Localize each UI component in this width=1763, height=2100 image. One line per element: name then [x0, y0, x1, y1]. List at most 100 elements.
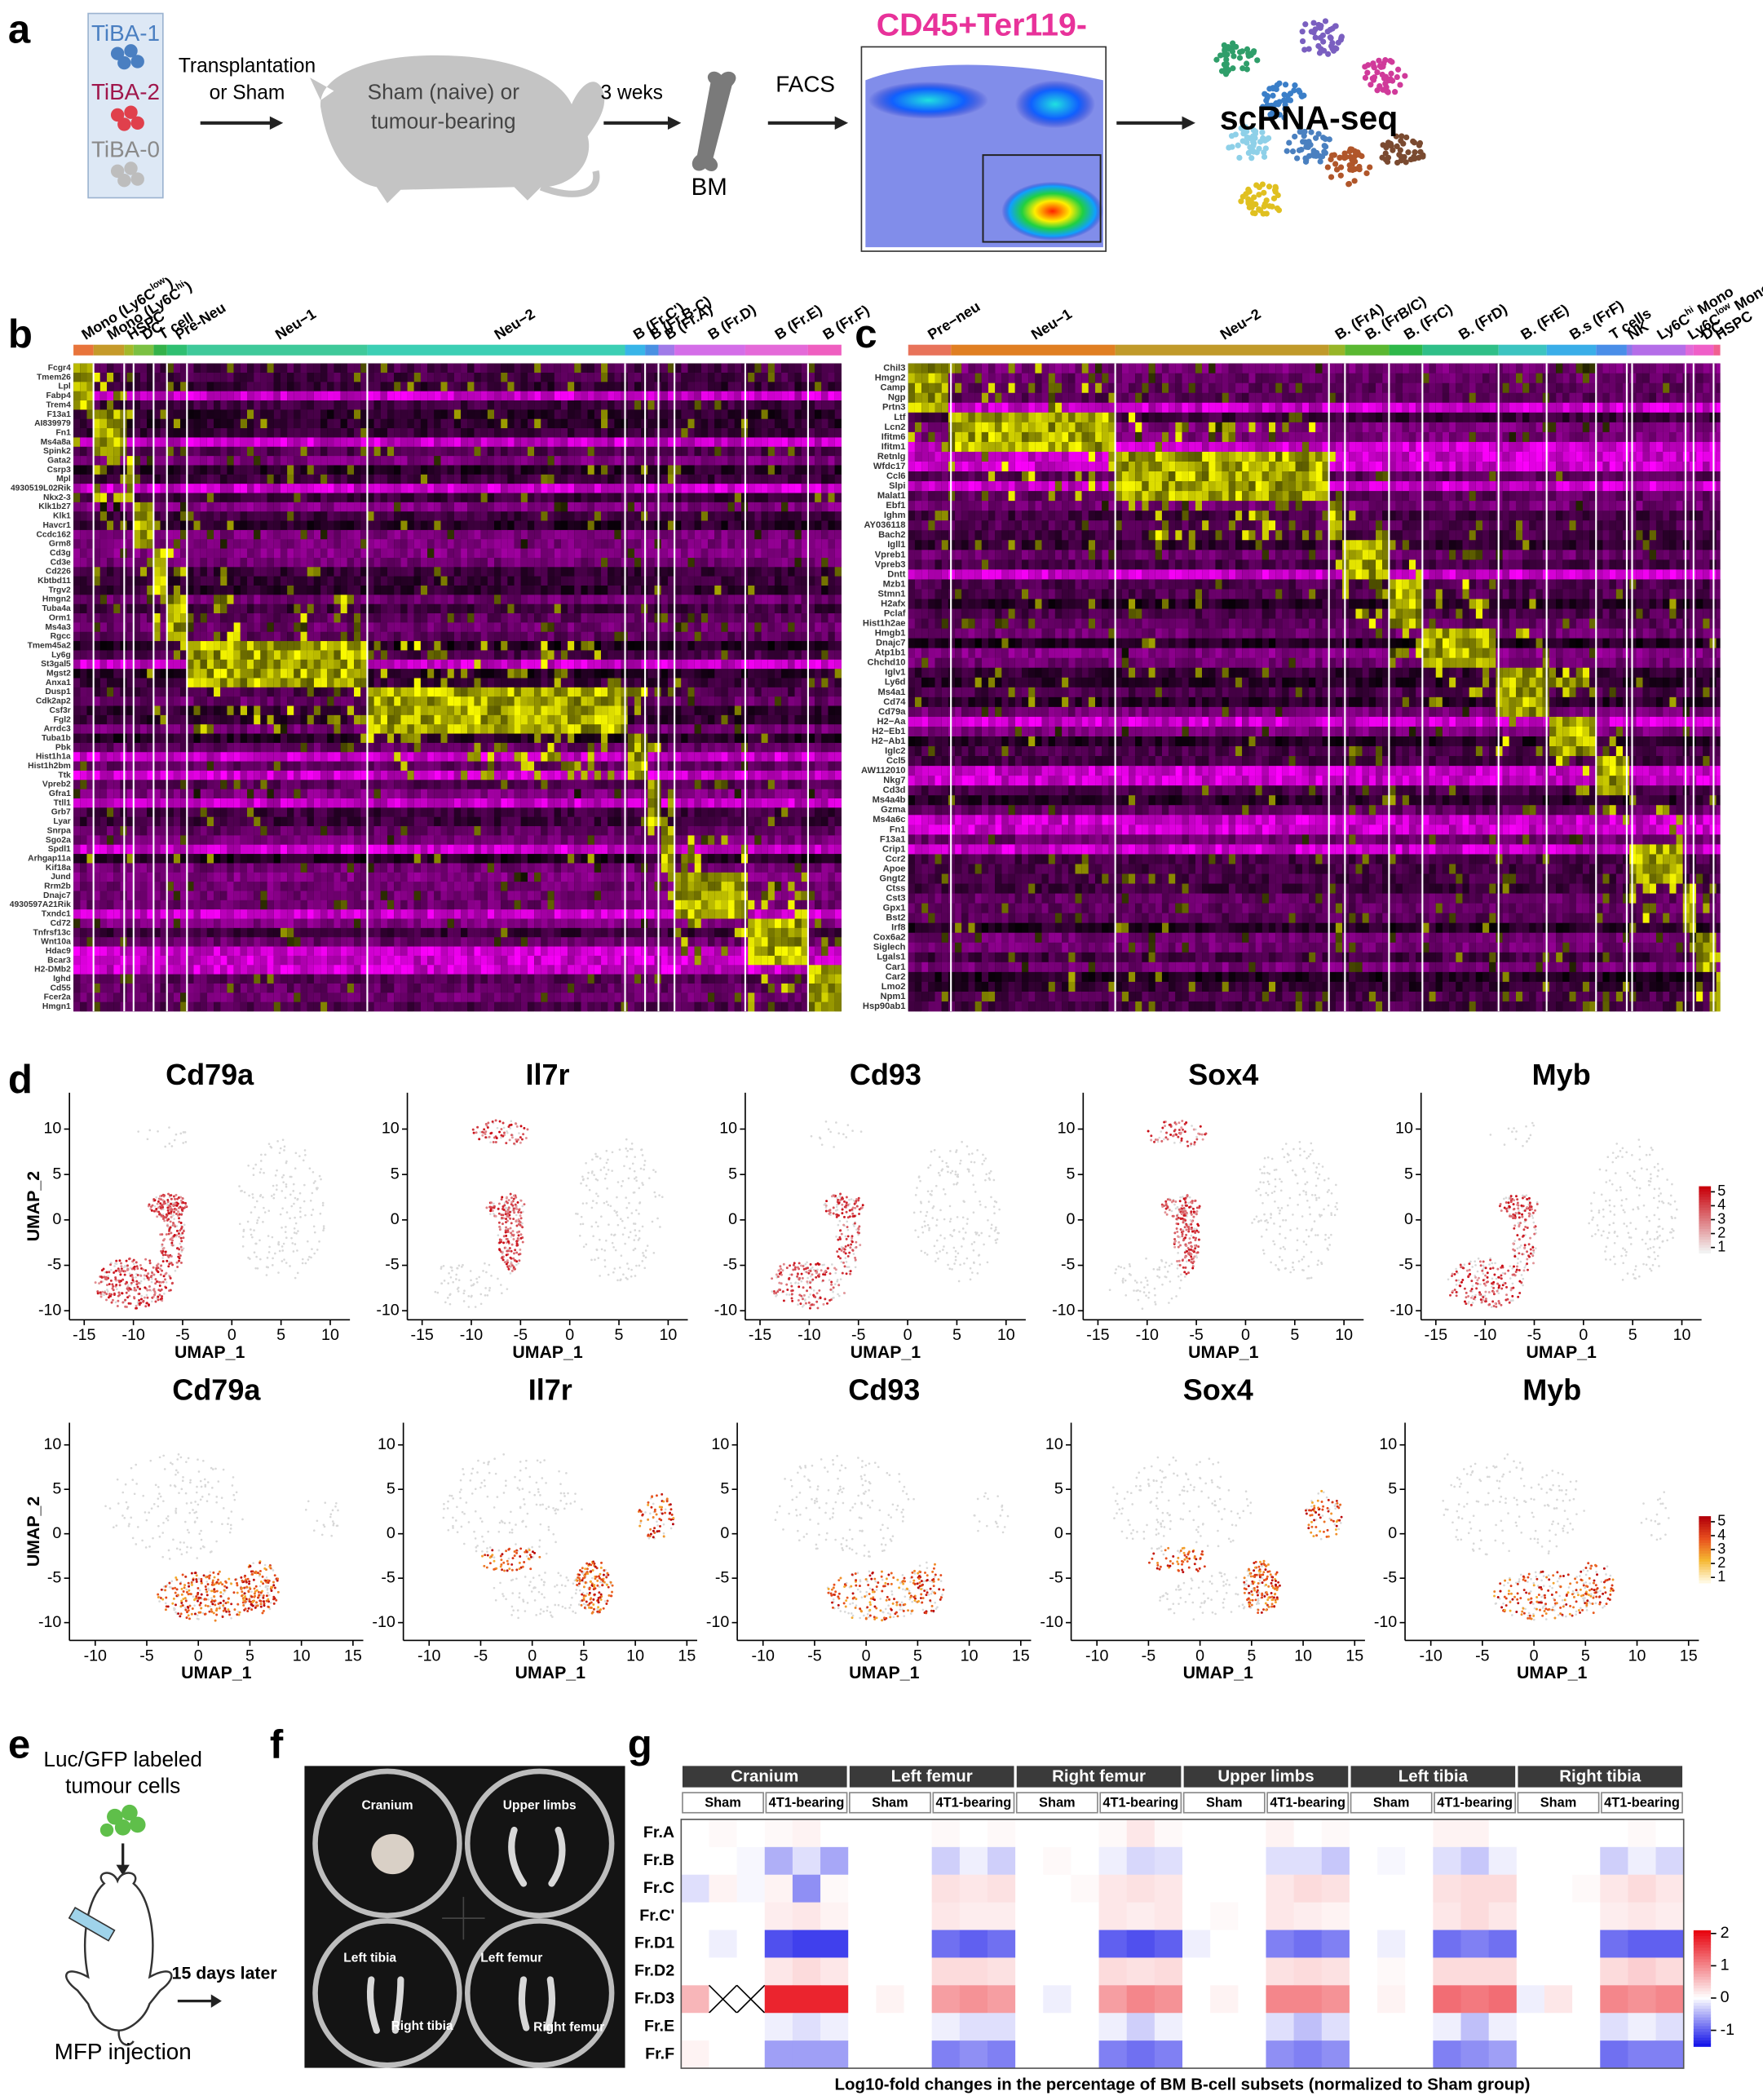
heatmap-stripe: [247, 567, 254, 577]
cell-dot: [1289, 148, 1297, 155]
heatmap-stripe: [86, 456, 94, 466]
heatmap-stripe: [761, 548, 768, 559]
heatmap-stripe: [754, 669, 762, 679]
cell-dot: [1381, 75, 1388, 82]
heatmap-stripe: [815, 400, 822, 410]
heatmap-stripe: [139, 400, 148, 410]
heatmap-stripe: [487, 696, 495, 706]
heatmap-stripe: [287, 382, 294, 392]
heatmap-stripe: [447, 659, 454, 670]
heatmap-stripe: [608, 520, 615, 531]
heatmap-stripe: [447, 576, 454, 586]
heatmap-stripe: [187, 465, 194, 475]
heatmap-stripe: [781, 511, 789, 521]
heatmap-stripe: [354, 603, 361, 614]
heatmap-stripe: [147, 511, 154, 521]
heatmap-stripe: [727, 428, 735, 438]
heatmap-stripe: [93, 474, 100, 484]
heatmap-stripe: [828, 595, 835, 605]
heatmap-stripe: [360, 409, 368, 420]
heatmap-stripe: [187, 400, 194, 410]
heatmap-stripe: [160, 529, 167, 540]
heatmap-stripe: [380, 474, 387, 484]
heatmap-stripe: [126, 724, 134, 734]
heatmap-stripe: [547, 520, 555, 531]
heatmap-stripe: [788, 678, 795, 688]
heatmap-stripe: [788, 669, 795, 679]
heatmap-stripe: [227, 603, 234, 614]
heatmap-stripe: [767, 641, 775, 651]
heatmap-stripe: [661, 511, 668, 521]
heatmap-stripe: [300, 576, 307, 586]
heatmap-stripe: [427, 428, 435, 438]
heatmap-stripe: [807, 418, 815, 429]
group-label: TiBA-0: [91, 137, 160, 162]
heatmap-stripe: [107, 539, 114, 549]
heatmap-stripe: [734, 409, 742, 420]
heatmap-stripe: [801, 409, 808, 420]
heatmap-stripe: [453, 576, 462, 586]
heatmap-stripe: [574, 493, 581, 503]
heatmap-stripe: [334, 456, 341, 466]
heatmap-stripe: [734, 585, 742, 595]
heatmap-stripe: [133, 724, 140, 734]
heatmap-stripe: [708, 511, 715, 521]
heatmap-stripe: [294, 511, 301, 521]
heatmap-stripe: [334, 696, 341, 706]
mouse-label: Sham (naive) or: [368, 80, 520, 104]
heatmap-stripe: [714, 696, 722, 706]
heatmap-stripe: [233, 585, 241, 595]
heatmap-stripe: [354, 502, 361, 512]
heatmap-stripe: [367, 428, 374, 438]
cluster-label-part: hi: [175, 280, 187, 293]
cell-dot: [1356, 166, 1363, 173]
cell-dot: [1346, 161, 1353, 169]
heatmap-stripe: [480, 382, 488, 392]
heatmap-stripe: [440, 714, 448, 725]
heatmap-stripe: [247, 595, 254, 605]
heatmap-stripe: [166, 400, 174, 410]
heatmap-stripe: [568, 363, 575, 374]
heatmap-stripe: [767, 585, 775, 595]
heatmap-stripe: [520, 585, 528, 595]
heatmap-stripe: [220, 446, 228, 457]
heatmap-stripe: [394, 484, 401, 493]
heatmap-stripe: [434, 418, 441, 429]
heatmap-stripe: [166, 714, 174, 725]
heatmap-stripe: [594, 557, 602, 568]
heatmap-stripe: [440, 363, 448, 374]
heatmap-stripe: [647, 437, 655, 448]
heatmap-stripe: [427, 659, 435, 670]
heatmap-stripe: [514, 557, 521, 568]
heatmap-stripe: [180, 576, 188, 586]
heatmap-stripe: [453, 548, 462, 559]
heatmap-stripe: [240, 678, 248, 688]
heatmap-stripe: [420, 484, 428, 493]
heatmap-stripe: [220, 400, 228, 410]
heatmap-stripe: [574, 548, 581, 559]
heatmap-stripe: [601, 428, 608, 438]
heatmap-stripe: [166, 641, 174, 651]
heatmap-stripe: [80, 363, 87, 374]
heatmap-stripe: [601, 687, 608, 697]
cell-dot: [1226, 144, 1232, 151]
heatmap-stripe: [520, 687, 528, 697]
heatmap-stripe: [721, 603, 728, 614]
heatmap-stripe: [233, 641, 241, 651]
heatmap-stripe: [487, 687, 495, 697]
heatmap-stripe: [534, 567, 541, 577]
heatmap-stripe: [187, 669, 194, 679]
heatmap-stripe: [153, 511, 161, 521]
heatmap-stripe: [160, 567, 167, 577]
heatmap-stripe: [700, 557, 709, 568]
heatmap-stripe: [761, 409, 768, 420]
heatmap-stripe: [147, 678, 154, 688]
heatmap-stripe: [126, 641, 134, 651]
heatmap-stripe: [86, 409, 94, 420]
heatmap-stripe: [166, 474, 174, 484]
heatmap-stripe: [815, 622, 822, 633]
heatmap-stripe: [727, 669, 735, 679]
heatmap-stripe: [815, 363, 822, 374]
heatmap-stripe: [494, 520, 502, 531]
heatmap-stripe: [307, 585, 314, 595]
